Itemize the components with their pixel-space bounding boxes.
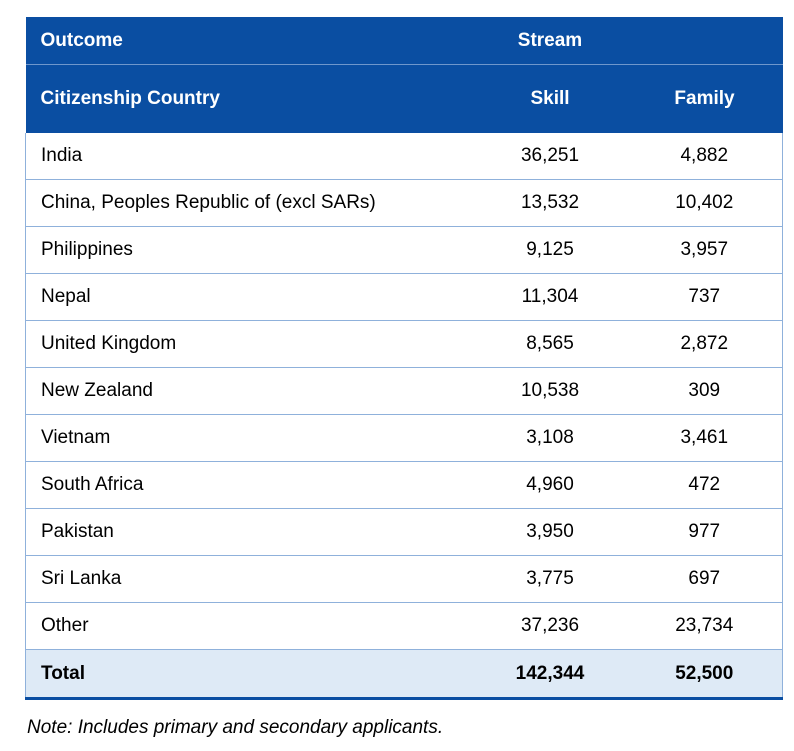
family-cell: 737 [626,273,783,321]
header-stream-spacer [626,17,783,65]
family-cell: 697 [626,555,783,603]
country-cell: Other [25,602,474,650]
country-cell: New Zealand [25,367,474,415]
header-citizenship-country: Citizenship Country [25,64,474,133]
skill-cell: 36,251 [473,133,627,180]
skill-cell: 3,775 [473,555,627,603]
header-row-columns: Citizenship Country Skill Family [25,64,783,133]
table-row: New Zealand 10,538 309 [25,367,783,415]
skill-cell: 3,108 [473,414,627,462]
country-cell: United Kingdom [25,320,474,368]
skill-cell: 11,304 [473,273,627,321]
country-cell: China, Peoples Republic of (excl SARs) [25,179,474,227]
data-table-container: Outcome Stream Citizenship Country Skill… [25,17,783,700]
table-row: India 36,251 4,882 [25,133,783,180]
total-row: Total 142,344 52,500 [25,649,783,700]
skill-cell: 13,532 [473,179,627,227]
family-cell: 472 [626,461,783,509]
table-row: Vietnam 3,108 3,461 [25,414,783,462]
header-outcome: Outcome [25,17,474,65]
country-cell: Nepal [25,273,474,321]
country-cell: South Africa [25,461,474,509]
family-cell: 977 [626,508,783,556]
country-cell: India [25,133,474,180]
table-row: South Africa 4,960 472 [25,461,783,509]
total-label: Total [25,649,474,700]
family-cell: 10,402 [626,179,783,227]
table-row: China, Peoples Republic of (excl SARs) 1… [25,179,783,227]
header-skill: Skill [473,64,627,133]
header-stream: Stream [473,17,627,65]
total-skill: 142,344 [473,649,627,700]
table-row: Nepal 11,304 737 [25,273,783,321]
skill-cell: 37,236 [473,602,627,650]
table-row: United Kingdom 8,565 2,872 [25,320,783,368]
skill-cell: 8,565 [473,320,627,368]
header-family: Family [626,64,783,133]
outcome-stream-table: Outcome Stream Citizenship Country Skill… [25,17,783,700]
skill-cell: 4,960 [473,461,627,509]
family-cell: 4,882 [626,133,783,180]
family-cell: 2,872 [626,320,783,368]
skill-cell: 3,950 [473,508,627,556]
table-row: Sri Lanka 3,775 697 [25,555,783,603]
country-cell: Philippines [25,226,474,274]
total-family: 52,500 [626,649,783,700]
country-cell: Pakistan [25,508,474,556]
family-cell: 3,461 [626,414,783,462]
table-row: Other 37,236 23,734 [25,602,783,650]
family-cell: 23,734 [626,602,783,650]
table-note: Note: Includes primary and secondary app… [27,717,444,738]
country-cell: Vietnam [25,414,474,462]
family-cell: 3,957 [626,226,783,274]
skill-cell: 9,125 [473,226,627,274]
country-cell: Sri Lanka [25,555,474,603]
family-cell: 309 [626,367,783,415]
header-row-outcome: Outcome Stream [25,17,783,65]
skill-cell: 10,538 [473,367,627,415]
table-row: Pakistan 3,950 977 [25,508,783,556]
table-row: Philippines 9,125 3,957 [25,226,783,274]
